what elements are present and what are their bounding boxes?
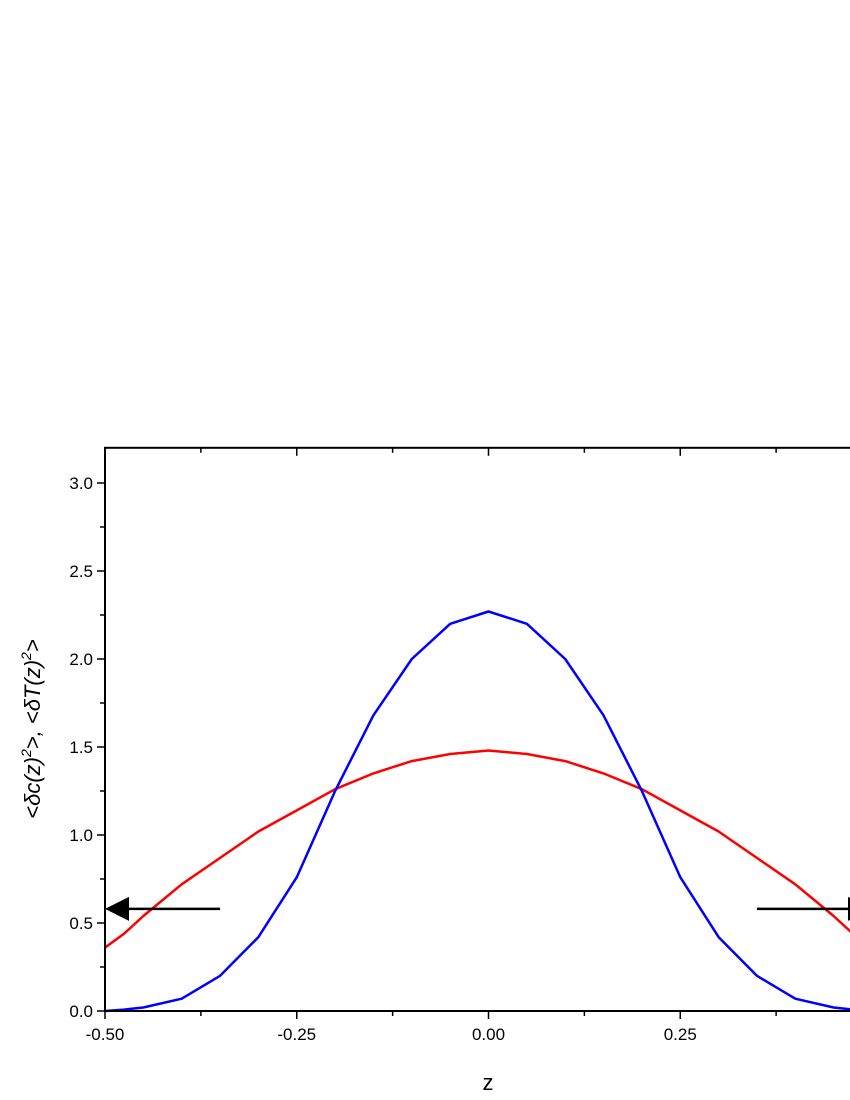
y-tick-label: 2.5 [69,562,93,581]
series-line-0 [105,749,850,949]
arrow-head-0 [105,896,129,921]
y-tick-label: 3.0 [69,474,93,493]
x-tick-label: -0.25 [277,1025,316,1044]
y-axis-label: <δc(z)2>, <δT(z)2> [18,639,45,819]
x-tick-label: 0.00 [472,1025,505,1044]
y-tick-label: 1.5 [69,738,93,757]
plot-frame [104,446,850,1012]
x-tick-label: -0.50 [86,1025,125,1044]
y-tick-label: 0.5 [69,914,93,933]
y-tick-label: 2.0 [69,650,93,669]
series-line-1 [105,610,850,1013]
y-tick-label: 1.0 [69,826,93,845]
y-tick-label: 0.0 [69,1002,93,1021]
x-axis-label: z [483,1070,494,1095]
x-tick-label: 0.25 [664,1025,697,1044]
